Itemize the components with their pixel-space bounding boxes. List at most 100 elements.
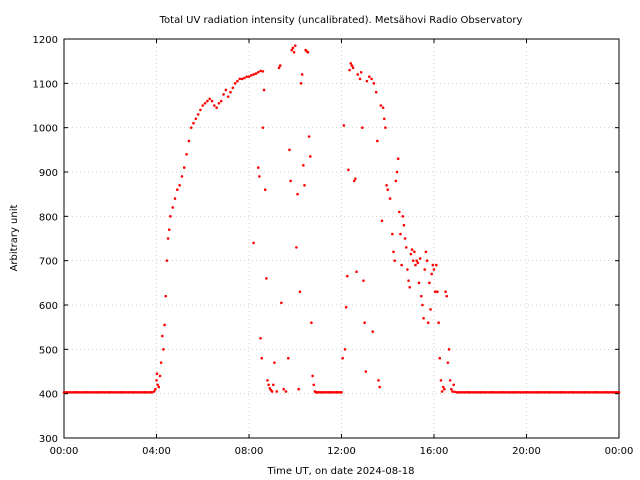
data-point bbox=[155, 372, 159, 376]
data-point bbox=[446, 361, 450, 364]
data-point bbox=[411, 259, 415, 262]
data-point bbox=[374, 90, 378, 94]
data-point bbox=[419, 294, 423, 298]
data-point bbox=[421, 303, 424, 307]
y-tick-label: 800 bbox=[39, 212, 58, 223]
data-point bbox=[428, 281, 431, 285]
data-point bbox=[222, 93, 225, 96]
data-point bbox=[354, 177, 357, 180]
data-point bbox=[410, 248, 414, 251]
data-point bbox=[303, 184, 306, 187]
data-point bbox=[240, 77, 244, 81]
data-point bbox=[311, 374, 314, 378]
data-point bbox=[258, 175, 261, 178]
data-point bbox=[435, 263, 438, 267]
data-point bbox=[185, 152, 188, 156]
data-point bbox=[401, 215, 405, 218]
data-point bbox=[243, 76, 246, 80]
data-point bbox=[250, 74, 253, 77]
data-point bbox=[417, 281, 421, 285]
data-point bbox=[361, 126, 364, 129]
data-point bbox=[394, 179, 398, 183]
x-tick-label: 00:00 bbox=[50, 446, 79, 457]
data-point bbox=[187, 139, 191, 143]
data-point bbox=[171, 206, 174, 209]
data-point bbox=[306, 51, 310, 54]
data-point bbox=[380, 219, 384, 223]
data-point bbox=[154, 387, 157, 391]
data-point bbox=[236, 79, 239, 83]
data-point bbox=[356, 73, 359, 76]
data-point bbox=[341, 356, 344, 360]
data-point bbox=[400, 263, 403, 267]
data-point bbox=[156, 383, 159, 387]
data-point bbox=[409, 252, 413, 256]
data-point bbox=[447, 348, 451, 351]
data-point bbox=[300, 73, 304, 76]
data-point bbox=[194, 117, 198, 121]
data-point bbox=[178, 184, 181, 187]
data-point bbox=[293, 44, 297, 47]
data-point bbox=[162, 348, 165, 351]
data-point bbox=[364, 370, 368, 373]
data-point bbox=[292, 51, 296, 54]
data-point bbox=[213, 104, 216, 107]
data-point bbox=[423, 268, 427, 271]
data-point bbox=[350, 64, 354, 67]
x-tick-label: 08:00 bbox=[235, 446, 264, 457]
data-point bbox=[349, 62, 353, 65]
data-point bbox=[416, 261, 420, 265]
data-point bbox=[206, 99, 209, 103]
data-point bbox=[384, 126, 387, 129]
y-tick-label: 900 bbox=[39, 168, 58, 179]
data-point bbox=[245, 75, 248, 78]
data-point bbox=[433, 290, 437, 294]
y-axis-ticks: 300 400 500 600 700 800 900 1000 1100 1200 bbox=[33, 35, 619, 445]
y-tick-label: 400 bbox=[39, 390, 58, 401]
data-point bbox=[355, 270, 358, 274]
data-point bbox=[298, 290, 302, 294]
data-point bbox=[443, 387, 446, 391]
data-point bbox=[358, 77, 362, 81]
data-point bbox=[163, 323, 166, 327]
data-point bbox=[348, 68, 351, 72]
data-point bbox=[252, 241, 255, 245]
data-point bbox=[238, 77, 242, 81]
data-point bbox=[386, 188, 390, 192]
data-point bbox=[302, 164, 305, 167]
x-axis-ticks: 00:00 04:00 08:00 12:00 16:00 20:00 00:00 bbox=[50, 39, 633, 457]
y-tick-label: 500 bbox=[39, 345, 58, 356]
y-tick-label: 600 bbox=[39, 301, 58, 312]
data-point bbox=[424, 250, 428, 254]
data-point bbox=[408, 285, 412, 289]
data-point bbox=[233, 82, 237, 85]
data-point bbox=[312, 383, 316, 387]
data-point bbox=[402, 223, 406, 227]
data-point bbox=[425, 259, 429, 262]
data-point bbox=[426, 321, 430, 325]
data-point bbox=[437, 321, 440, 325]
data-point bbox=[297, 387, 301, 391]
data-point bbox=[371, 330, 375, 333]
data-point bbox=[210, 99, 214, 103]
data-point bbox=[159, 361, 163, 364]
data-point bbox=[377, 379, 380, 382]
data-point bbox=[256, 70, 260, 74]
data-point bbox=[398, 210, 401, 214]
data-point bbox=[289, 179, 292, 183]
data-point bbox=[347, 168, 350, 172]
data-point bbox=[254, 72, 258, 75]
data-point bbox=[259, 69, 262, 73]
data-point bbox=[344, 305, 348, 309]
data-point bbox=[414, 263, 417, 267]
data-point bbox=[261, 70, 265, 73]
data-point bbox=[372, 82, 376, 85]
data-point bbox=[407, 279, 410, 282]
data-point bbox=[247, 75, 251, 78]
data-point bbox=[440, 390, 444, 393]
data-point bbox=[155, 379, 158, 382]
data-point bbox=[450, 387, 453, 391]
data-point bbox=[382, 117, 386, 121]
data-point bbox=[278, 64, 282, 67]
